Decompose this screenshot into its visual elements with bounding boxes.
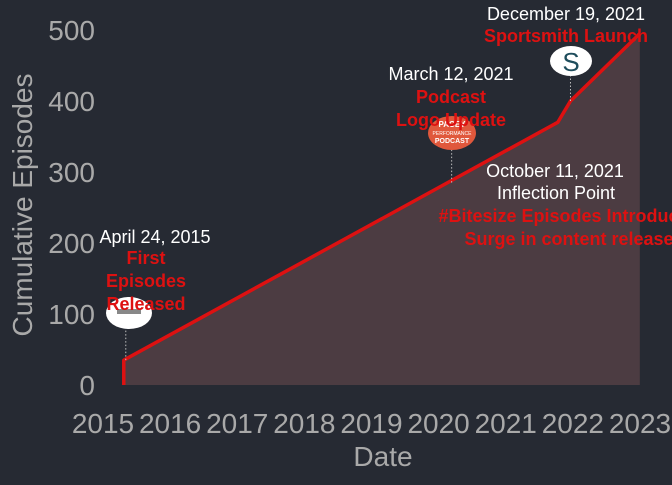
podcast-logo-icon xyxy=(428,116,476,150)
area-layer xyxy=(122,32,642,386)
logo-text: PACEY xyxy=(439,120,467,129)
annotation-note: Podcast xyxy=(416,87,486,107)
x-tick-label: 2020 xyxy=(407,408,469,439)
x-tick-label: 2015 xyxy=(72,408,134,439)
logo-text: PERFORMANCE xyxy=(433,131,473,137)
y-tick-label: 300 xyxy=(48,157,95,188)
annotation-note: Logo Update xyxy=(396,110,506,130)
annotation-date: December 19, 2021 xyxy=(487,4,645,24)
y-tick-label: 100 xyxy=(48,299,95,330)
annotation-date: April 24, 2015 xyxy=(99,227,210,247)
sportsmith-logo-icon xyxy=(550,46,592,76)
area-fill xyxy=(123,33,640,386)
annotation-note: Sportsmith Launch xyxy=(484,26,648,46)
logo-text: S xyxy=(562,47,579,77)
x-tick-label: 2016 xyxy=(139,408,201,439)
annotation-note: Episodes xyxy=(106,271,186,291)
x-tick-label: 2023 xyxy=(609,408,671,439)
annotation-note: First xyxy=(126,248,165,268)
x-tick-label: 2018 xyxy=(273,408,335,439)
annotation-subtitle: Inflection Point xyxy=(497,183,615,203)
annotation-note: Released xyxy=(106,294,185,314)
annotation-date: October 11, 2021 xyxy=(486,161,624,181)
series-line xyxy=(122,32,642,385)
x-axis-label: Date xyxy=(353,441,412,472)
x-tick-label: 2017 xyxy=(206,408,268,439)
x-axis-ticks: 2015 2016 2017 2018 2019 2020 2021 2022 2023 xyxy=(72,408,671,439)
y-tick-label: 200 xyxy=(48,228,95,259)
y-tick-label: 0 xyxy=(79,370,95,401)
x-tick-label: 2019 xyxy=(340,408,402,439)
annotation-note: #Bitesize Episodes Introduced xyxy=(438,206,672,226)
logo-mark xyxy=(117,309,141,314)
logo-text: PODCAST xyxy=(435,138,470,145)
y-axis-label: Cumulative Episodes xyxy=(7,73,38,336)
annotation-date: March 12, 2021 xyxy=(388,64,513,84)
y-tick-label: 400 xyxy=(48,86,95,117)
x-tick-label: 2021 xyxy=(475,408,537,439)
y-tick-label: 500 xyxy=(48,15,95,46)
y-axis-ticks: 0 100 200 300 400 500 xyxy=(48,15,95,401)
annotation-note: Surge in content release xyxy=(464,229,672,249)
x-tick-label: 2022 xyxy=(542,408,604,439)
